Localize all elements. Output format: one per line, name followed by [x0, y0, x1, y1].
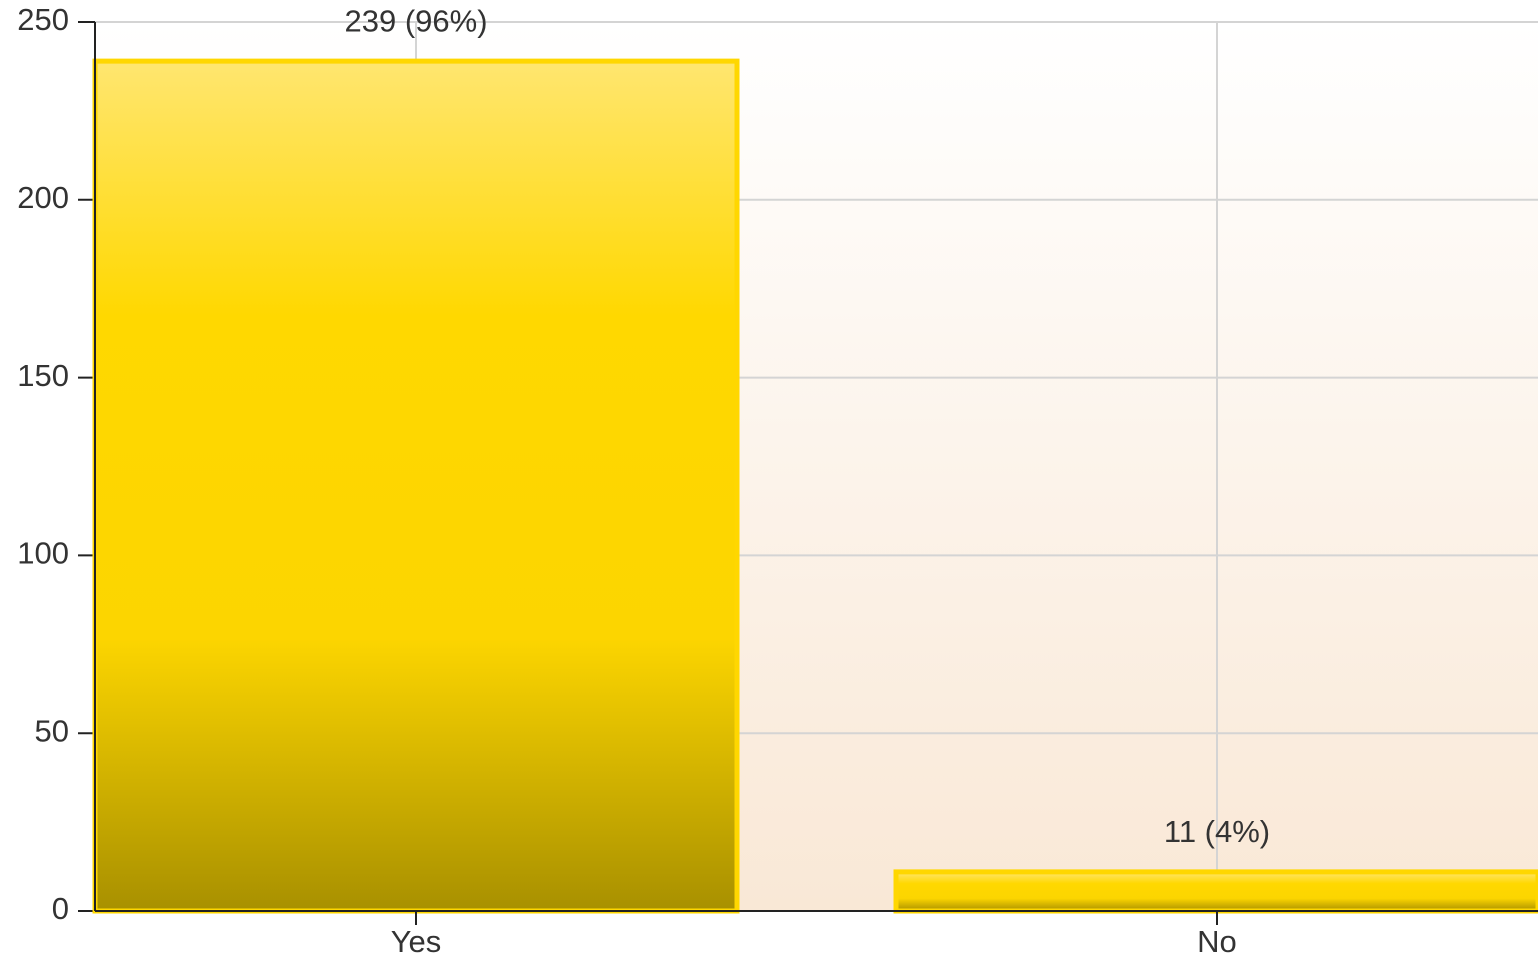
y-tick-label: 250 [17, 2, 69, 37]
x-tick-label: No [1197, 924, 1237, 959]
bar [893, 869, 1538, 914]
y-tick-label: 200 [17, 180, 69, 215]
y-tick-label: 150 [17, 358, 69, 393]
y-tick-label: 50 [35, 713, 69, 748]
y-tick-label: 0 [52, 891, 69, 926]
data-label: 11 (4%) [1164, 814, 1270, 849]
y-tick-label: 100 [17, 536, 69, 571]
bar [92, 58, 740, 914]
data-label: 239 (96%) [344, 3, 487, 38]
x-tick-label: Yes [391, 924, 442, 959]
